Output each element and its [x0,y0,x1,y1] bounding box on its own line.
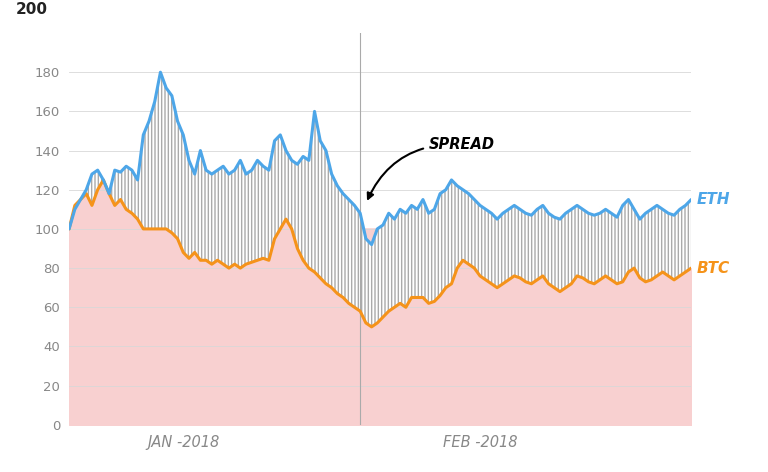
Text: ETH: ETH [697,192,730,207]
Text: BTC: BTC [697,261,730,276]
Text: 200: 200 [16,2,48,17]
Text: SPREAD: SPREAD [368,137,495,199]
